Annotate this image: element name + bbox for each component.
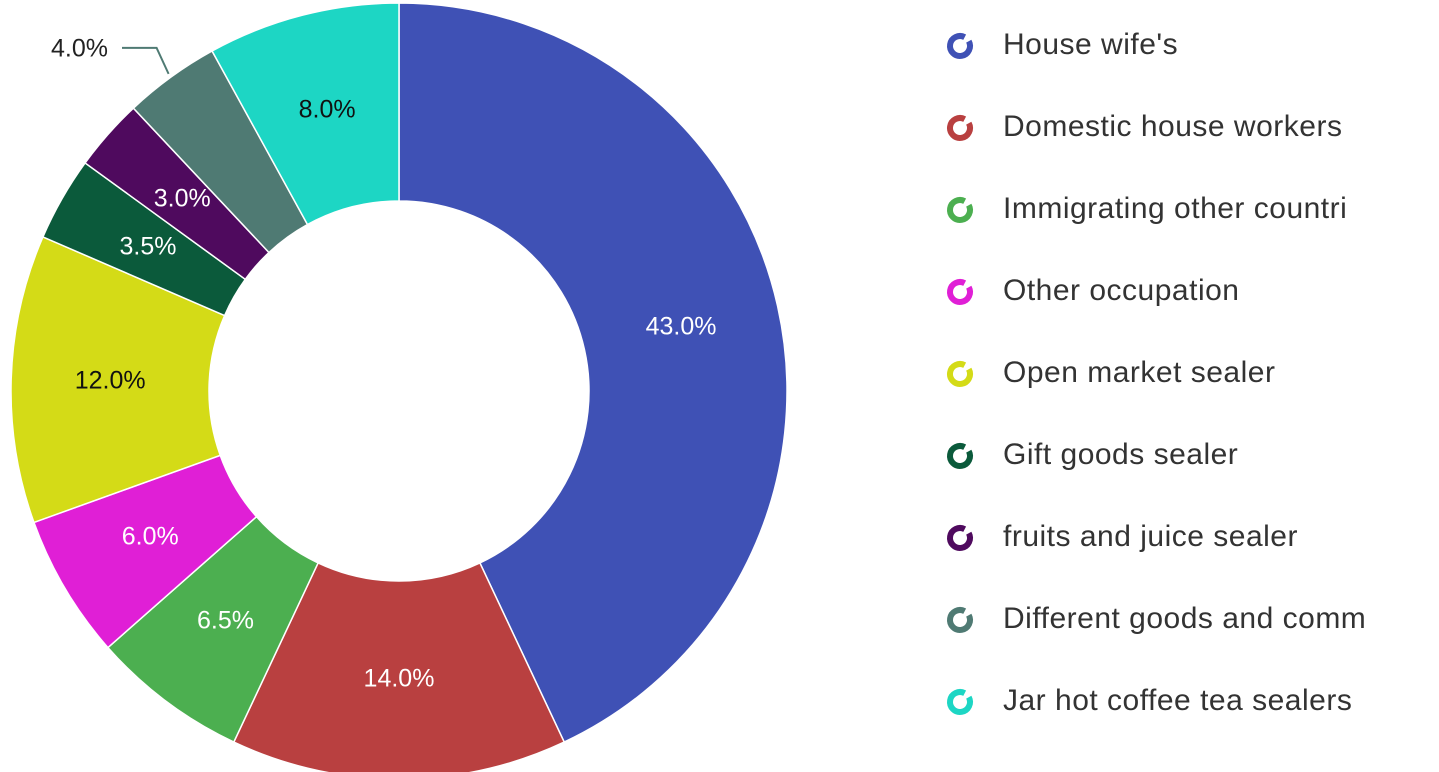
legend-label: House wife's xyxy=(1003,28,1178,61)
slice xyxy=(10,235,226,524)
legend-label: Immigrating other countri xyxy=(1003,192,1347,225)
legend-item: Different goods and comm xyxy=(947,602,1366,635)
legend-icon xyxy=(947,197,973,223)
data-label: 3.0% xyxy=(154,184,211,212)
legend-label: Different goods and comm xyxy=(1003,602,1366,635)
slice xyxy=(398,2,788,744)
data-label: 12.0% xyxy=(75,367,146,395)
legend-icon xyxy=(947,115,973,141)
legend-label: Jar hot coffee tea sealers xyxy=(1003,684,1352,717)
legend-item: Immigrating other countri xyxy=(947,192,1347,225)
legend-label: Gift goods sealer xyxy=(1003,438,1238,471)
legend-item: Gift goods sealer xyxy=(947,438,1238,471)
legend-label: fruits and juice sealer xyxy=(1003,520,1298,553)
data-label: 4.0% xyxy=(51,34,108,62)
data-label: 43.0% xyxy=(646,313,717,341)
legend-item: House wife's xyxy=(947,28,1178,61)
legend-icon xyxy=(947,525,973,551)
slice xyxy=(232,561,566,772)
legend: House wife's Domestic house workers Immigr… xyxy=(947,28,1366,717)
slice xyxy=(211,2,400,226)
legend-icon xyxy=(947,33,973,59)
legend-label: Other occupation xyxy=(1003,274,1239,307)
legend-icon xyxy=(947,361,973,387)
legend-icon xyxy=(947,443,973,469)
data-label: 6.0% xyxy=(122,523,179,551)
data-label: 14.0% xyxy=(364,665,435,693)
data-label: 3.5% xyxy=(119,232,176,260)
legend-item: Open market sealer xyxy=(947,356,1275,389)
data-label: 6.5% xyxy=(197,607,254,635)
legend-item: Domestic house workers xyxy=(947,110,1342,143)
legend-icon xyxy=(947,607,973,633)
legend-item: Jar hot coffee tea sealers xyxy=(947,684,1352,717)
leader-line xyxy=(122,46,170,75)
legend-item: fruits and juice sealer xyxy=(947,520,1298,553)
legend-item: Other occupation xyxy=(947,274,1239,307)
legend-icon xyxy=(947,689,973,715)
legend-label: Domestic house workers xyxy=(1003,110,1342,143)
legend-label: Open market sealer xyxy=(1003,356,1275,389)
legend-icon xyxy=(947,279,973,305)
data-label: 8.0% xyxy=(299,96,356,124)
